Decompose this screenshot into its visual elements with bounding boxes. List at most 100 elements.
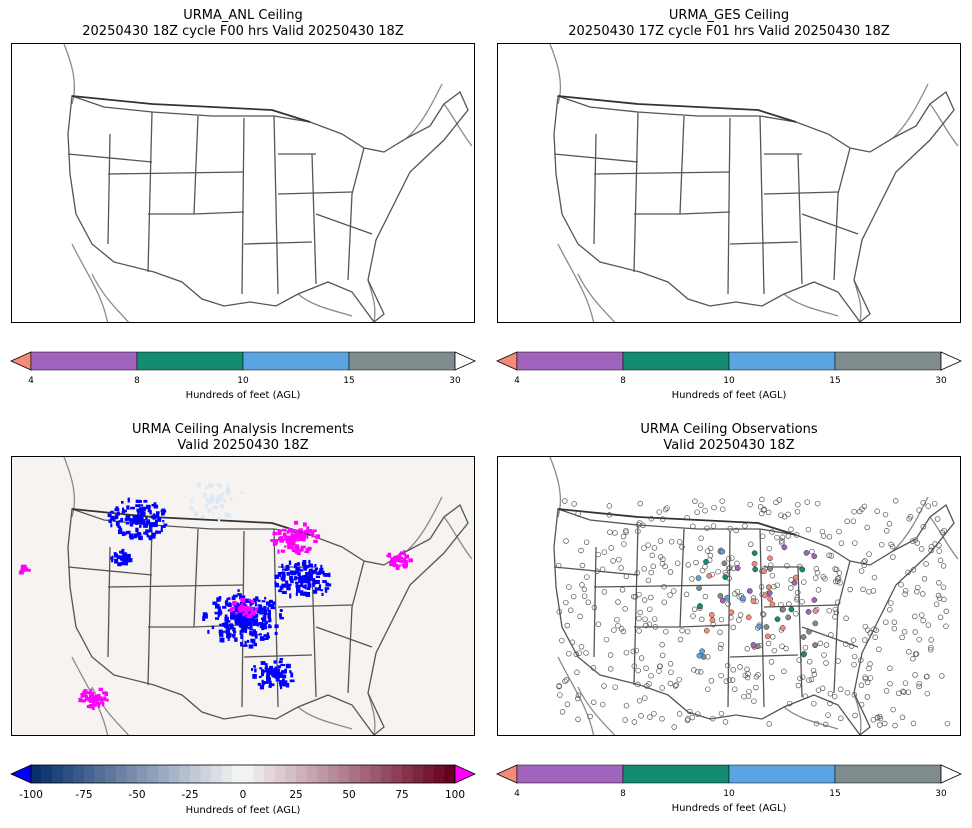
anl-map [11, 43, 475, 323]
colorbar-segment [444, 765, 456, 783]
colorbar-under-triangle [496, 351, 518, 371]
ges-title-line1: URMA_GES Ceiling [668, 8, 790, 23]
colorbar-tick-label: -25 [181, 789, 199, 801]
coastline [63, 457, 76, 518]
colorbar-tick-label: -50 [128, 789, 146, 801]
country-border [557, 508, 797, 536]
colorbar-segment [423, 765, 435, 783]
negative-increment [274, 559, 332, 599]
obs-title-line1: URMA Ceiling Observations [640, 422, 818, 437]
coastline [783, 706, 839, 730]
colorbar-segment [84, 765, 95, 783]
colorbar-tick-label: 100 [444, 789, 466, 801]
colorbar-tick-label: 8 [620, 376, 626, 386]
colorbar-segment [30, 351, 138, 371]
colorbar-segment [137, 765, 148, 783]
colorbar-segment [243, 765, 254, 783]
colorbar-under-triangle [496, 764, 518, 784]
colorbar-over-triangle [454, 351, 476, 371]
colorbar-segment [327, 765, 339, 783]
colorbar-segment [834, 764, 942, 784]
colorbar-segment [264, 765, 276, 783]
negative-increment [202, 589, 284, 649]
colorbar-over-triangle [454, 764, 476, 784]
colorbar-segment [402, 765, 413, 783]
coastline [577, 273, 616, 322]
colorbar-segment [73, 765, 85, 783]
colorbar-segment [338, 765, 350, 783]
colorbar-segment [136, 351, 244, 371]
coastline [71, 243, 109, 322]
colorbar-segment [412, 765, 424, 783]
colorbar-segment [94, 765, 106, 783]
inc-map [11, 456, 475, 736]
coastline [406, 496, 443, 552]
state-borders [67, 503, 469, 735]
colorbar-tick-label: 4 [28, 376, 34, 386]
ges-map [497, 43, 961, 323]
ges-colorbar: 4 8 10 15 30 Hundreds of feet (AGL) [496, 350, 962, 401]
colorbar-segment [433, 765, 445, 783]
colorbar-segment [370, 765, 382, 783]
colorbar-tick-label: 0 [239, 789, 247, 801]
small-increment [189, 482, 245, 522]
colorbar-tick-label: 10 [723, 789, 735, 799]
positive-increment [229, 597, 258, 619]
coastline [892, 83, 929, 139]
anl-colorbar-label: Hundreds of feet (AGL) [185, 390, 301, 401]
colorbar-segment [31, 765, 42, 783]
colorbar-segment [52, 765, 64, 783]
negative-increment [251, 658, 295, 690]
coastline [557, 243, 595, 322]
colorbar-tick-label: 30 [449, 376, 461, 386]
colorbar-segment [391, 765, 403, 783]
colorbar-segment [622, 764, 730, 784]
colorbar-segment [190, 765, 201, 783]
coastline [91, 273, 130, 322]
ges-title-line2: 20250430 17Z cycle F01 hrs Valid 2025043… [568, 24, 890, 39]
coastline [783, 293, 839, 317]
coastline [892, 496, 929, 552]
colorbar-segment [62, 765, 74, 783]
colorbar-segment [274, 765, 286, 783]
coastline [297, 293, 353, 317]
colorbar-tick-label: 4 [514, 376, 520, 386]
country-border [71, 95, 311, 123]
coastline [91, 686, 130, 735]
colorbar-tick-label: 4 [514, 789, 520, 799]
colorbar-segment [232, 765, 244, 783]
negative-increment [107, 497, 168, 541]
obs-colorbar-label: Hundreds of feet (AGL) [671, 803, 787, 814]
colorbar-segment [158, 765, 170, 783]
colorbar-segment [296, 765, 307, 783]
colorbar-segment [147, 765, 159, 783]
colorbar-segment [285, 765, 297, 783]
colorbar-segment [211, 765, 223, 783]
colorbar-segment [200, 765, 212, 783]
ges-colorbar-label: Hundreds of feet (AGL) [671, 390, 787, 401]
coastline [549, 44, 562, 105]
colorbar-segment [516, 351, 624, 371]
positive-increment [18, 564, 31, 575]
anl-title-line1: URMA_ANL Ceiling [183, 8, 303, 23]
colorbar-over-triangle [940, 764, 962, 784]
inc-title-line2: Valid 20250430 18Z [177, 438, 309, 453]
negative-increment [110, 548, 133, 567]
state-borders [553, 90, 955, 322]
colorbar-segment [221, 765, 233, 783]
colorbar-tick-label: -100 [19, 789, 43, 801]
colorbar-segment [41, 765, 53, 783]
colorbar-segment [348, 351, 456, 371]
colorbar-tick-label: -75 [75, 789, 93, 801]
colorbar-segment [622, 351, 730, 371]
state-borders [67, 90, 469, 322]
positive-increment [386, 550, 413, 571]
colorbar-tick-label: 15 [829, 376, 841, 386]
colorbar-segment [359, 765, 371, 783]
colorbar-tick-label: 8 [620, 789, 626, 799]
positive-increment [270, 520, 321, 556]
anl-colorbar: 4 8 10 15 30 Hundreds of feet (AGL) [10, 350, 476, 401]
station-observations [555, 496, 951, 730]
colorbar-tick-label: 30 [935, 376, 947, 386]
colorbar-tick-label: 10 [723, 376, 735, 386]
